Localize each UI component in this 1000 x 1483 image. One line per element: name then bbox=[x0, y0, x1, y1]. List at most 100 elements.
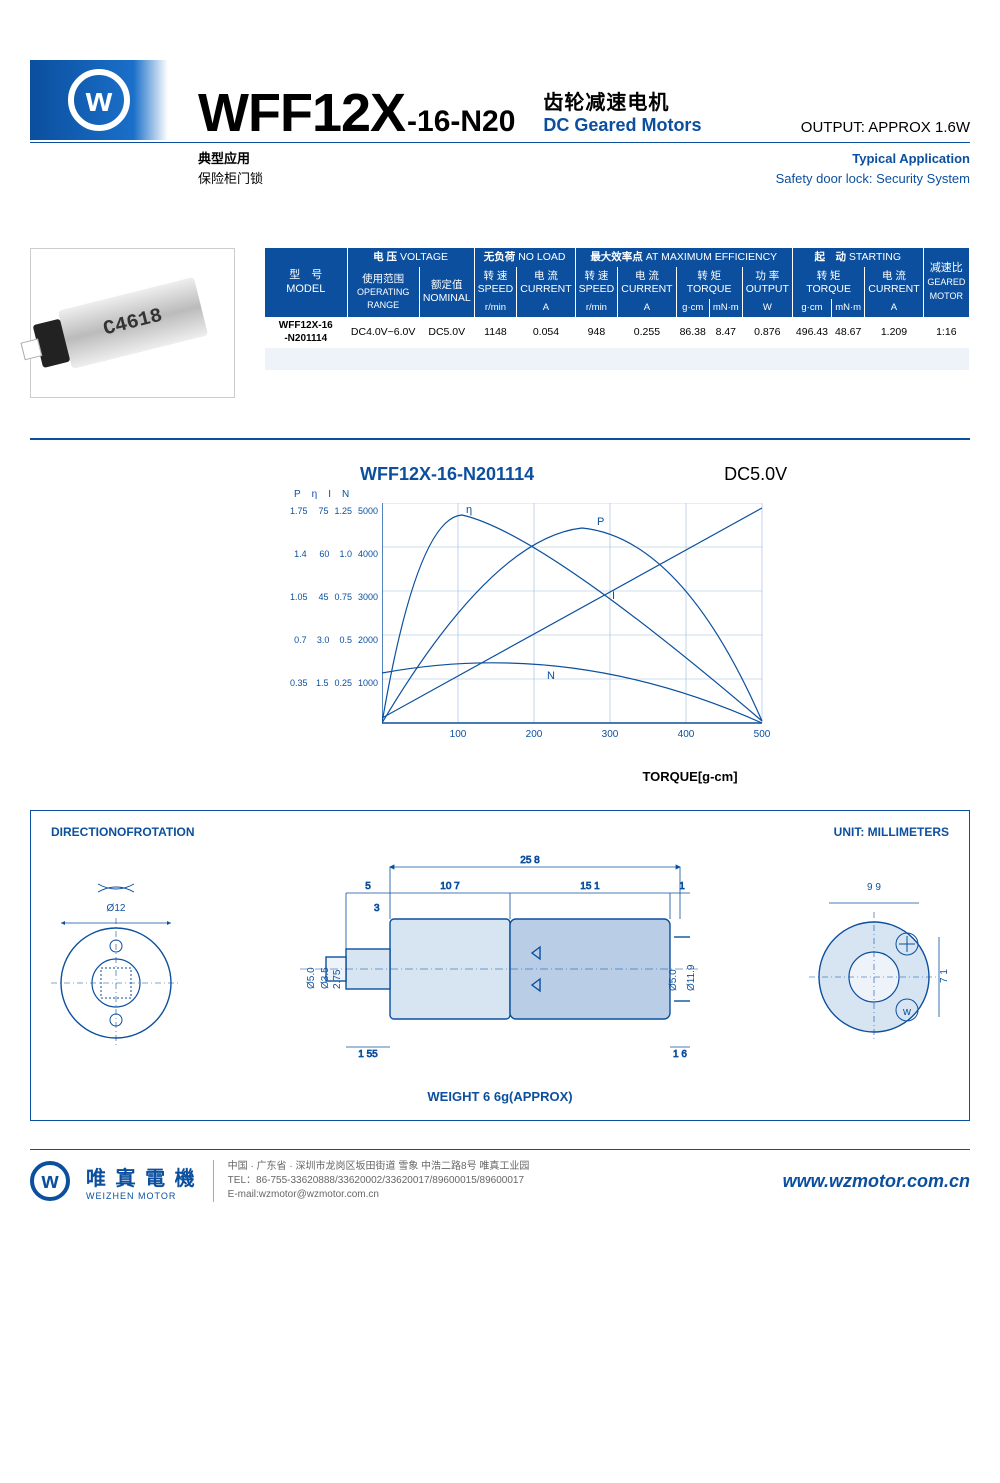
hdr-start-en: STARTING bbox=[849, 251, 901, 263]
section-divider bbox=[30, 438, 970, 440]
col-curr-en: CURRENT bbox=[520, 283, 571, 295]
footer-addr2: TEL：86-755-33620888/33620002/33620017/89… bbox=[228, 1174, 530, 1188]
lbl-P: P bbox=[597, 516, 604, 528]
dim-258: 25 8 bbox=[520, 855, 540, 866]
hdr-model-cn: 型 号 bbox=[289, 269, 322, 281]
rotation-arrows-icon bbox=[96, 880, 136, 896]
u-rmin: r/min bbox=[474, 299, 517, 317]
u-a1: A bbox=[517, 299, 575, 317]
cell-nlcurr: 0.054 bbox=[517, 317, 575, 348]
svg-text:w: w bbox=[902, 1006, 911, 1018]
cell-nlspeed: 1148 bbox=[474, 317, 517, 348]
u-gcm2: g·cm bbox=[792, 299, 831, 317]
cell-mespeed: 948 bbox=[575, 317, 618, 348]
col-out-en: OUTPUT bbox=[746, 283, 789, 295]
svg-text:200: 200 bbox=[526, 729, 543, 740]
app-en-title: Typical Application bbox=[776, 149, 970, 169]
subtitle-en: DC Geared Motors bbox=[543, 115, 701, 136]
subtitle-cn: 齿轮减速电机 bbox=[543, 86, 701, 115]
svg-text:100: 100 bbox=[450, 729, 467, 740]
dim-weight: WEIGHT 6 6g(APPROX) bbox=[51, 1089, 949, 1104]
dim-16: 1 6 bbox=[673, 1049, 687, 1060]
app-en-text: Safety door lock: Security System bbox=[776, 169, 970, 189]
hdr-model-en: MODEL bbox=[286, 283, 325, 295]
cell-mecurr: 0.255 bbox=[618, 317, 676, 348]
col-nom-cn: 额定值 bbox=[431, 279, 463, 291]
output-rating: OUTPUT: APPROX 1.6W bbox=[801, 119, 970, 140]
dim-d12: Ø12 bbox=[51, 903, 181, 914]
rear-view: 9 9 w 7 1 bbox=[799, 882, 949, 1047]
application-en: Typical Application Safety door lock: Se… bbox=[776, 149, 970, 188]
cell-memnm: 8.47 bbox=[709, 317, 742, 348]
cell-stgcm: 496.43 bbox=[792, 317, 831, 348]
curve-P bbox=[382, 528, 762, 723]
hdr-gear-en: GEARED MOTOR bbox=[927, 277, 965, 301]
yh-I: I bbox=[328, 489, 331, 500]
hdr-noload-en: NO LOAD bbox=[518, 251, 565, 263]
table-row: WFF12X-16 -N201114 DC4.0V~6.0V DC5.0V 11… bbox=[265, 317, 970, 348]
lbl-N: N bbox=[547, 670, 555, 682]
col-oprange-en: OPERATING RANGE bbox=[357, 287, 409, 310]
col-oprange-cn: 使用范围 bbox=[362, 273, 404, 285]
application-row: 典型应用 保险柜门锁 Typical Application Safety do… bbox=[30, 149, 970, 188]
col-torque2-en: TORQUE bbox=[806, 283, 851, 295]
front-view: Ø12 bbox=[51, 880, 181, 1048]
col-torque-cn: 转 矩 bbox=[697, 270, 721, 282]
col-out-cn: 功 率 bbox=[755, 270, 779, 282]
cell-stcurr: 1.209 bbox=[865, 317, 923, 348]
lbl-eta: η bbox=[466, 504, 472, 516]
yh-P: P bbox=[294, 489, 301, 500]
dim-107: 10 7 bbox=[440, 881, 460, 892]
yh-N: N bbox=[342, 489, 349, 500]
hdr-maxeff-en: AT MAXIMUM EFFICIENCY bbox=[646, 251, 777, 263]
col-curr3-en: CURRENT bbox=[868, 283, 919, 295]
col-nom-en: NOMINAL bbox=[423, 292, 471, 304]
chart-xlabel: TORQUE[g-cm] bbox=[290, 769, 970, 784]
dim-unit-label: UNIT: MILLIMETERS bbox=[834, 825, 949, 839]
footer-brand: 唯 寘 電 機 WEIZHEN MOTOR bbox=[86, 1162, 197, 1201]
cell-nominal: DC5.0V bbox=[419, 317, 474, 348]
u-mnm2: mN·m bbox=[832, 299, 865, 317]
col-curr2-cn: 电 流 bbox=[635, 270, 659, 282]
part-sub: -16-N20 bbox=[407, 105, 515, 138]
app-cn-text: 保险柜门锁 bbox=[198, 169, 263, 189]
hdr-voltage-cn: 电 压 bbox=[373, 251, 397, 263]
footer-logo-icon: w bbox=[30, 1161, 70, 1201]
dim-3: 3 bbox=[374, 903, 380, 914]
svg-text:300: 300 bbox=[602, 729, 619, 740]
performance-chart: WFF12X-16-N201114 DC5.0V P η I N 1.75751… bbox=[30, 464, 970, 784]
dim-151: 15 1 bbox=[580, 881, 600, 892]
part-main: WFF12X bbox=[198, 83, 405, 143]
svg-text:500: 500 bbox=[754, 729, 771, 740]
dim-d119: Ø11.9 bbox=[686, 964, 697, 991]
brand-logo: w bbox=[30, 60, 168, 140]
dim-5: 5 bbox=[365, 881, 371, 892]
yh-eta: η bbox=[312, 489, 318, 500]
col-speed-cn: 转 速 bbox=[484, 270, 508, 282]
front-view-svg bbox=[51, 918, 181, 1048]
footer-address: 中国 · 广东省 · 深圳市龙岗区坂田街道 雪象 中浩二路8号 唯真工业园 TE… bbox=[213, 1160, 530, 1202]
chart-voltage: DC5.0V bbox=[724, 464, 787, 485]
dim-rotation-label: DIRECTIONOFROTATION bbox=[51, 825, 195, 839]
cell-megcm: 86.38 bbox=[676, 317, 709, 348]
cell-oprange: DC4.0V~6.0V bbox=[347, 317, 419, 348]
u-mnm: mN·m bbox=[709, 299, 742, 317]
side-view-svg: 25 8 5 10 7 15 1 1 3 bbox=[280, 849, 700, 1079]
col-speed2-en: SPEED bbox=[579, 283, 615, 295]
dim-d50: Ø5.0 bbox=[306, 967, 317, 989]
hdr-gear-cn: 减速比 bbox=[930, 262, 963, 274]
table-row-empty bbox=[265, 348, 970, 370]
col-speed2-cn: 转 速 bbox=[584, 270, 608, 282]
subtitle-block: 齿轮减速电机 DC Geared Motors bbox=[543, 86, 701, 140]
hdr-noload-cn: 无负荷 bbox=[484, 251, 516, 263]
dim-d50b: Ø5.0 bbox=[668, 969, 679, 991]
footer-addr3: E-mail:wzmotor@wzmotor.com.cn bbox=[228, 1188, 530, 1202]
col-torque-en: TORQUE bbox=[687, 283, 732, 295]
hdr-maxeff-cn: 最大效率点 bbox=[590, 251, 643, 263]
col-curr2-en: CURRENT bbox=[621, 283, 672, 295]
rear-view-svg: w 7 1 bbox=[799, 897, 949, 1047]
footer-url: www.wzmotor.com.cn bbox=[783, 1171, 970, 1192]
footer: w 唯 寘 電 機 WEIZHEN MOTOR 中国 · 广东省 · 深圳市龙岗… bbox=[30, 1149, 970, 1202]
cell-stmnm: 48.67 bbox=[832, 317, 865, 348]
dim-99: 9 9 bbox=[799, 882, 949, 893]
